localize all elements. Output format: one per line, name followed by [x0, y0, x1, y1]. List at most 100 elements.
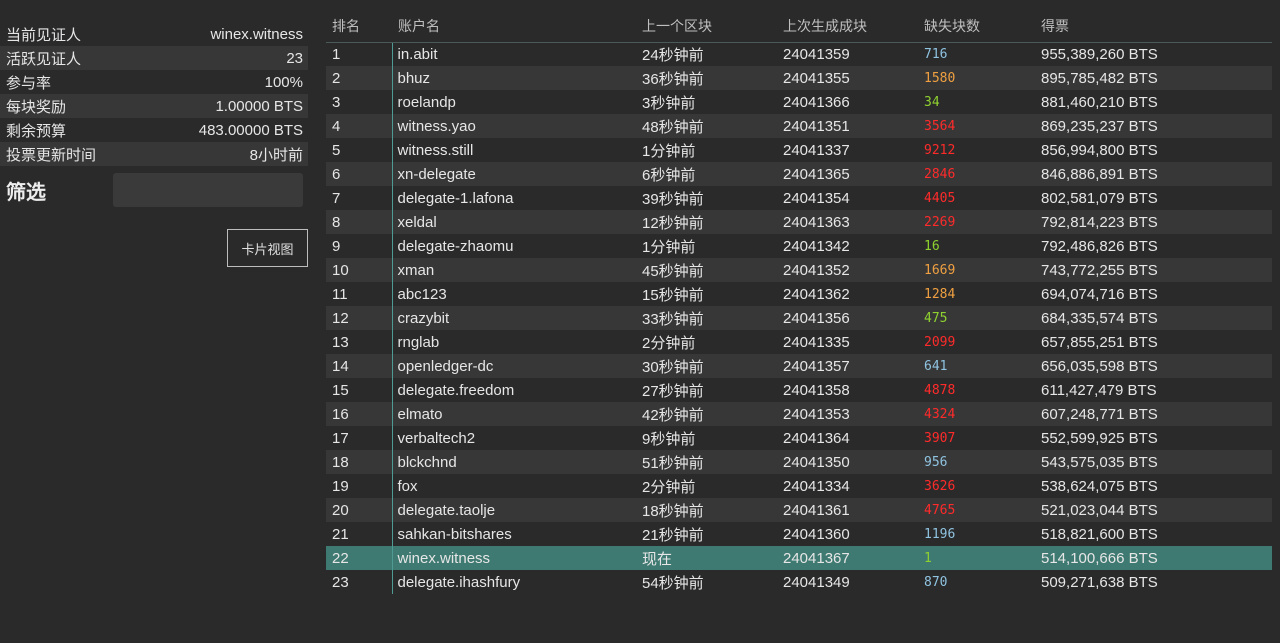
table-row[interactable]: 6 xn-delegate 6秒钟前 24041365 2846 846,886,891 … [326, 162, 1272, 186]
rank-cell: 21 [332, 525, 349, 543]
stat-value: winex.witness [210, 25, 303, 43]
votes-cell: 611,427,479 BTS [1041, 381, 1157, 399]
card-view-button[interactable]: 卡片视图 [227, 229, 308, 267]
rank-cell: 12 [332, 309, 349, 327]
stat-value: 1.00000 BTS [215, 97, 303, 115]
stat-label: 当前见证人 [6, 26, 82, 44]
last-confirmed-cell: 24041335 [783, 333, 850, 351]
rank-cell: 23 [332, 573, 349, 591]
table-row[interactable]: 13 rnglab 2分钟前 24041335 2099 657,855,251 BTS [326, 330, 1272, 354]
table-row[interactable]: 8 xeldal 12秒钟前 24041363 2269 792,814,223 BTS [326, 210, 1272, 234]
account-cell[interactable]: blckchnd [391, 450, 636, 474]
account-cell[interactable]: bhuz [391, 66, 636, 90]
account-cell[interactable]: delegate.taolje [391, 498, 636, 522]
account-cell[interactable]: sahkan-bitshares [391, 522, 636, 546]
table-row[interactable]: 9 delegate-zhaomu 1分钟前 24041342 16 792,486,82… [326, 234, 1272, 258]
table-row[interactable]: 10 xman 45秒钟前 24041352 1669 743,772,255 BTS [326, 258, 1272, 282]
rank-cell: 8 [332, 213, 341, 231]
filter-row: 筛选 [0, 172, 308, 208]
stat-label: 活跃见证人 [6, 50, 82, 68]
last-confirmed-cell: 24041334 [783, 477, 850, 495]
account-cell[interactable]: roelandp [391, 90, 636, 114]
stat-value: 23 [286, 49, 303, 67]
table-row[interactable]: 18 blckchnd 51秒钟前 24041350 956 543,575,035 BT… [326, 450, 1272, 474]
last-confirmed-cell: 24041366 [783, 93, 850, 111]
stat-row: 投票更新时间 8小时前 [0, 142, 308, 166]
table-row[interactable]: 2 bhuz 36秒钟前 24041355 1580 895,785,482 BTS [326, 66, 1272, 90]
last-block-cell: 现在 [642, 550, 673, 568]
account-cell[interactable]: witness.still [391, 138, 636, 162]
stat-label: 每块奖励 [6, 98, 67, 116]
account-cell[interactable]: fox [391, 474, 636, 498]
table-row[interactable]: 12 crazybit 33秒钟前 24041356 475 684,335,574 BT… [326, 306, 1272, 330]
last-block-cell: 21秒钟前 [642, 526, 704, 544]
table-row[interactable]: 4 witness.yao 48秒钟前 24041351 3564 869,235,237… [326, 114, 1272, 138]
table-row[interactable]: 20 delegate.taolje 18秒钟前 24041361 4765 521,02… [326, 498, 1272, 522]
account-cell[interactable]: in.abit [391, 42, 636, 66]
filter-input[interactable] [113, 173, 303, 207]
table-row[interactable]: 7 delegate-1.lafona 39秒钟前 24041354 4405 802,5… [326, 186, 1272, 210]
account-cell[interactable]: witness.yao [391, 114, 636, 138]
last-block-cell: 1分钟前 [642, 238, 696, 256]
table-row[interactable]: 17 verbaltech2 9秒钟前 24041364 3907 552,599,925… [326, 426, 1272, 450]
table-row[interactable]: 19 fox 2分钟前 24041334 3626 538,624,075 BTS [326, 474, 1272, 498]
stat-row: 剩余预算 483.00000 BTS [0, 118, 308, 142]
rank-cell: 16 [332, 405, 349, 423]
table-row[interactable]: 15 delegate.freedom 27秒钟前 24041358 4878 611,4… [326, 378, 1272, 402]
rank-cell: 17 [332, 429, 349, 447]
stat-label: 参与率 [6, 74, 52, 92]
last-confirmed-cell: 24041342 [783, 237, 850, 255]
votes-cell: 881,460,210 BTS [1041, 93, 1158, 111]
table-row[interactable]: 23 delegate.ihashfury 54秒钟前 24041349 870 509,… [326, 570, 1272, 594]
table-row[interactable]: 5 witness.still 1分钟前 24041337 9212 856,994,80… [326, 138, 1272, 162]
account-cell[interactable]: delegate.freedom [391, 378, 636, 402]
table-row-active[interactable]: 22 winex.witness 现在 24041367 1 514,100,666 BT… [326, 546, 1272, 570]
account-cell[interactable]: xman [391, 258, 636, 282]
missed-cell: 1284 [924, 286, 956, 302]
votes-cell: 955,389,260 BTS [1041, 45, 1158, 63]
header-missed[interactable]: 缺失块数 [918, 10, 1035, 43]
header-last-block[interactable]: 上一个区块 [636, 10, 777, 43]
account-cell[interactable]: elmato [391, 402, 636, 426]
stat-row: 当前见证人 winex.witness [0, 22, 308, 46]
table-row[interactable]: 1 in.abit 24秒钟前 24041359 716 955,389,260 BTS [326, 42, 1272, 66]
stat-value: 8小时前 [249, 146, 303, 164]
table-row[interactable]: 16 elmato 42秒钟前 24041353 4324 607,248,771 BTS [326, 402, 1272, 426]
last-block-cell: 24秒钟前 [642, 46, 704, 64]
last-block-cell: 33秒钟前 [642, 310, 704, 328]
header-last-confirmed[interactable]: 上次生成成块 [777, 10, 918, 43]
last-block-cell: 15秒钟前 [642, 286, 704, 304]
missed-cell: 4878 [924, 382, 956, 398]
account-cell[interactable]: rnglab [391, 330, 636, 354]
account-cell[interactable]: winex.witness [391, 546, 636, 570]
last-block-cell: 45秒钟前 [642, 262, 704, 280]
account-cell[interactable]: verbaltech2 [391, 426, 636, 450]
rank-cell: 9 [332, 237, 341, 255]
header-rank[interactable]: 排名 [326, 10, 392, 43]
witness-table-container: 排名 账户名 上一个区块 上次生成成块 缺失块数 得票 1 in.abit 24秒钟… [326, 10, 1272, 594]
votes-cell: 743,772,255 BTS [1041, 261, 1158, 279]
account-cell[interactable]: crazybit [391, 306, 636, 330]
table-row[interactable]: 14 openledger-dc 30秒钟前 24041357 641 656,035,5… [326, 354, 1272, 378]
account-cell[interactable]: delegate-1.lafona [391, 186, 636, 210]
witness-table: 排名 账户名 上一个区块 上次生成成块 缺失块数 得票 1 in.abit 24秒钟… [326, 10, 1272, 594]
missed-cell: 2846 [924, 166, 956, 182]
table-header-row: 排名 账户名 上一个区块 上次生成成块 缺失块数 得票 [326, 10, 1272, 43]
table-row[interactable]: 3 roelandp 3秒钟前 24041366 34 881,460,210 BTS [326, 90, 1272, 114]
account-cell[interactable]: abc123 [391, 282, 636, 306]
table-row[interactable]: 11 abc123 15秒钟前 24041362 1284 694,074,716 BTS [326, 282, 1272, 306]
header-votes[interactable]: 得票 [1035, 10, 1272, 43]
account-cell[interactable]: openledger-dc [391, 354, 636, 378]
votes-cell: 895,785,482 BTS [1041, 69, 1158, 87]
last-confirmed-cell: 24041357 [783, 357, 850, 375]
account-cell[interactable]: delegate-zhaomu [391, 234, 636, 258]
header-account[interactable]: 账户名 [392, 10, 636, 43]
last-block-cell: 42秒钟前 [642, 406, 704, 424]
last-confirmed-cell: 24041337 [783, 141, 850, 159]
account-cell[interactable]: xeldal [391, 210, 636, 234]
last-block-cell: 51秒钟前 [642, 454, 704, 472]
account-cell[interactable]: xn-delegate [391, 162, 636, 186]
stat-label: 剩余预算 [6, 122, 67, 140]
table-row[interactable]: 21 sahkan-bitshares 21秒钟前 24041360 1196 518,8… [326, 522, 1272, 546]
account-cell[interactable]: delegate.ihashfury [391, 570, 636, 594]
